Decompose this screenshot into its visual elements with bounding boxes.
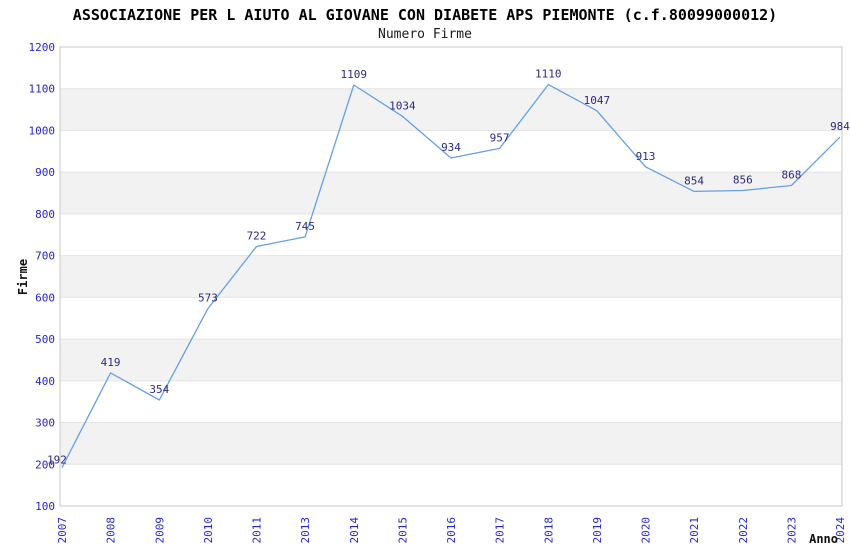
x-tick-label: 2018: [542, 517, 555, 544]
data-label: 856: [733, 174, 753, 187]
data-label: 913: [636, 150, 656, 163]
x-tick-label: 2008: [105, 517, 118, 544]
grid-band: [60, 172, 842, 214]
grid-band: [60, 255, 842, 298]
y-tick-label: 500: [35, 333, 55, 346]
y-tick-label: 100: [35, 500, 55, 513]
grid-band: [60, 422, 842, 465]
x-tick-label: 2007: [56, 517, 69, 544]
chart-subtitle: Numero Firme: [378, 27, 472, 42]
x-tick-label: 2015: [396, 517, 409, 544]
y-tick-label: 900: [35, 166, 55, 179]
x-tick-label: 2009: [153, 517, 166, 544]
y-tick-label: 400: [35, 375, 55, 388]
x-tick-label: 2022: [737, 517, 750, 544]
y-tick-label: 200: [35, 458, 55, 471]
data-label: 722: [247, 230, 267, 243]
x-tick-label: 2011: [251, 517, 264, 544]
x-tick-label: 2016: [445, 517, 458, 544]
x-tick-label: 2017: [494, 517, 507, 544]
x-tick-label: 2023: [785, 517, 798, 544]
y-tick-label: 800: [35, 208, 55, 221]
data-label: 573: [198, 292, 218, 305]
data-label: 868: [781, 169, 801, 182]
data-label: 1109: [341, 68, 368, 81]
grid-band: [60, 339, 842, 381]
y-tick-label: 1000: [29, 125, 56, 138]
x-axis-title: Anno: [809, 532, 838, 546]
data-label: 1047: [584, 94, 611, 107]
data-label: 419: [101, 356, 121, 369]
y-tick-label: 1100: [29, 83, 56, 96]
data-line: [61, 83, 841, 468]
chart-title: ASSOCIAZIONE PER L AIUTO AL GIOVANE CON …: [72, 6, 778, 24]
x-tick-label: 2021: [688, 517, 701, 544]
y-tick-label: 300: [35, 417, 55, 430]
plot-border: [59, 46, 843, 507]
data-label: 1034: [389, 99, 416, 112]
y-tick-label: 600: [35, 291, 55, 304]
data-label: 984: [830, 120, 850, 133]
data-label: 854: [684, 174, 704, 187]
data-label: 1110: [535, 68, 562, 81]
grid-band: [60, 88, 842, 131]
x-tick-label: 2024: [834, 517, 847, 544]
x-tick-label: 2013: [299, 517, 312, 544]
x-tick-label: 2014: [348, 517, 361, 544]
data-label: 192: [47, 454, 67, 467]
y-tick-label: 700: [35, 250, 55, 263]
x-tick-label: 2019: [591, 517, 604, 544]
x-tick-label: 2020: [640, 517, 653, 544]
data-label: 934: [441, 141, 461, 154]
data-label: 745: [295, 220, 315, 233]
x-tick-label: 2010: [202, 517, 215, 544]
data-label: 354: [149, 383, 169, 396]
y-axis-title: Firme: [16, 259, 30, 295]
data-label: 957: [490, 131, 510, 144]
y-tick-label: 1200: [29, 41, 56, 54]
